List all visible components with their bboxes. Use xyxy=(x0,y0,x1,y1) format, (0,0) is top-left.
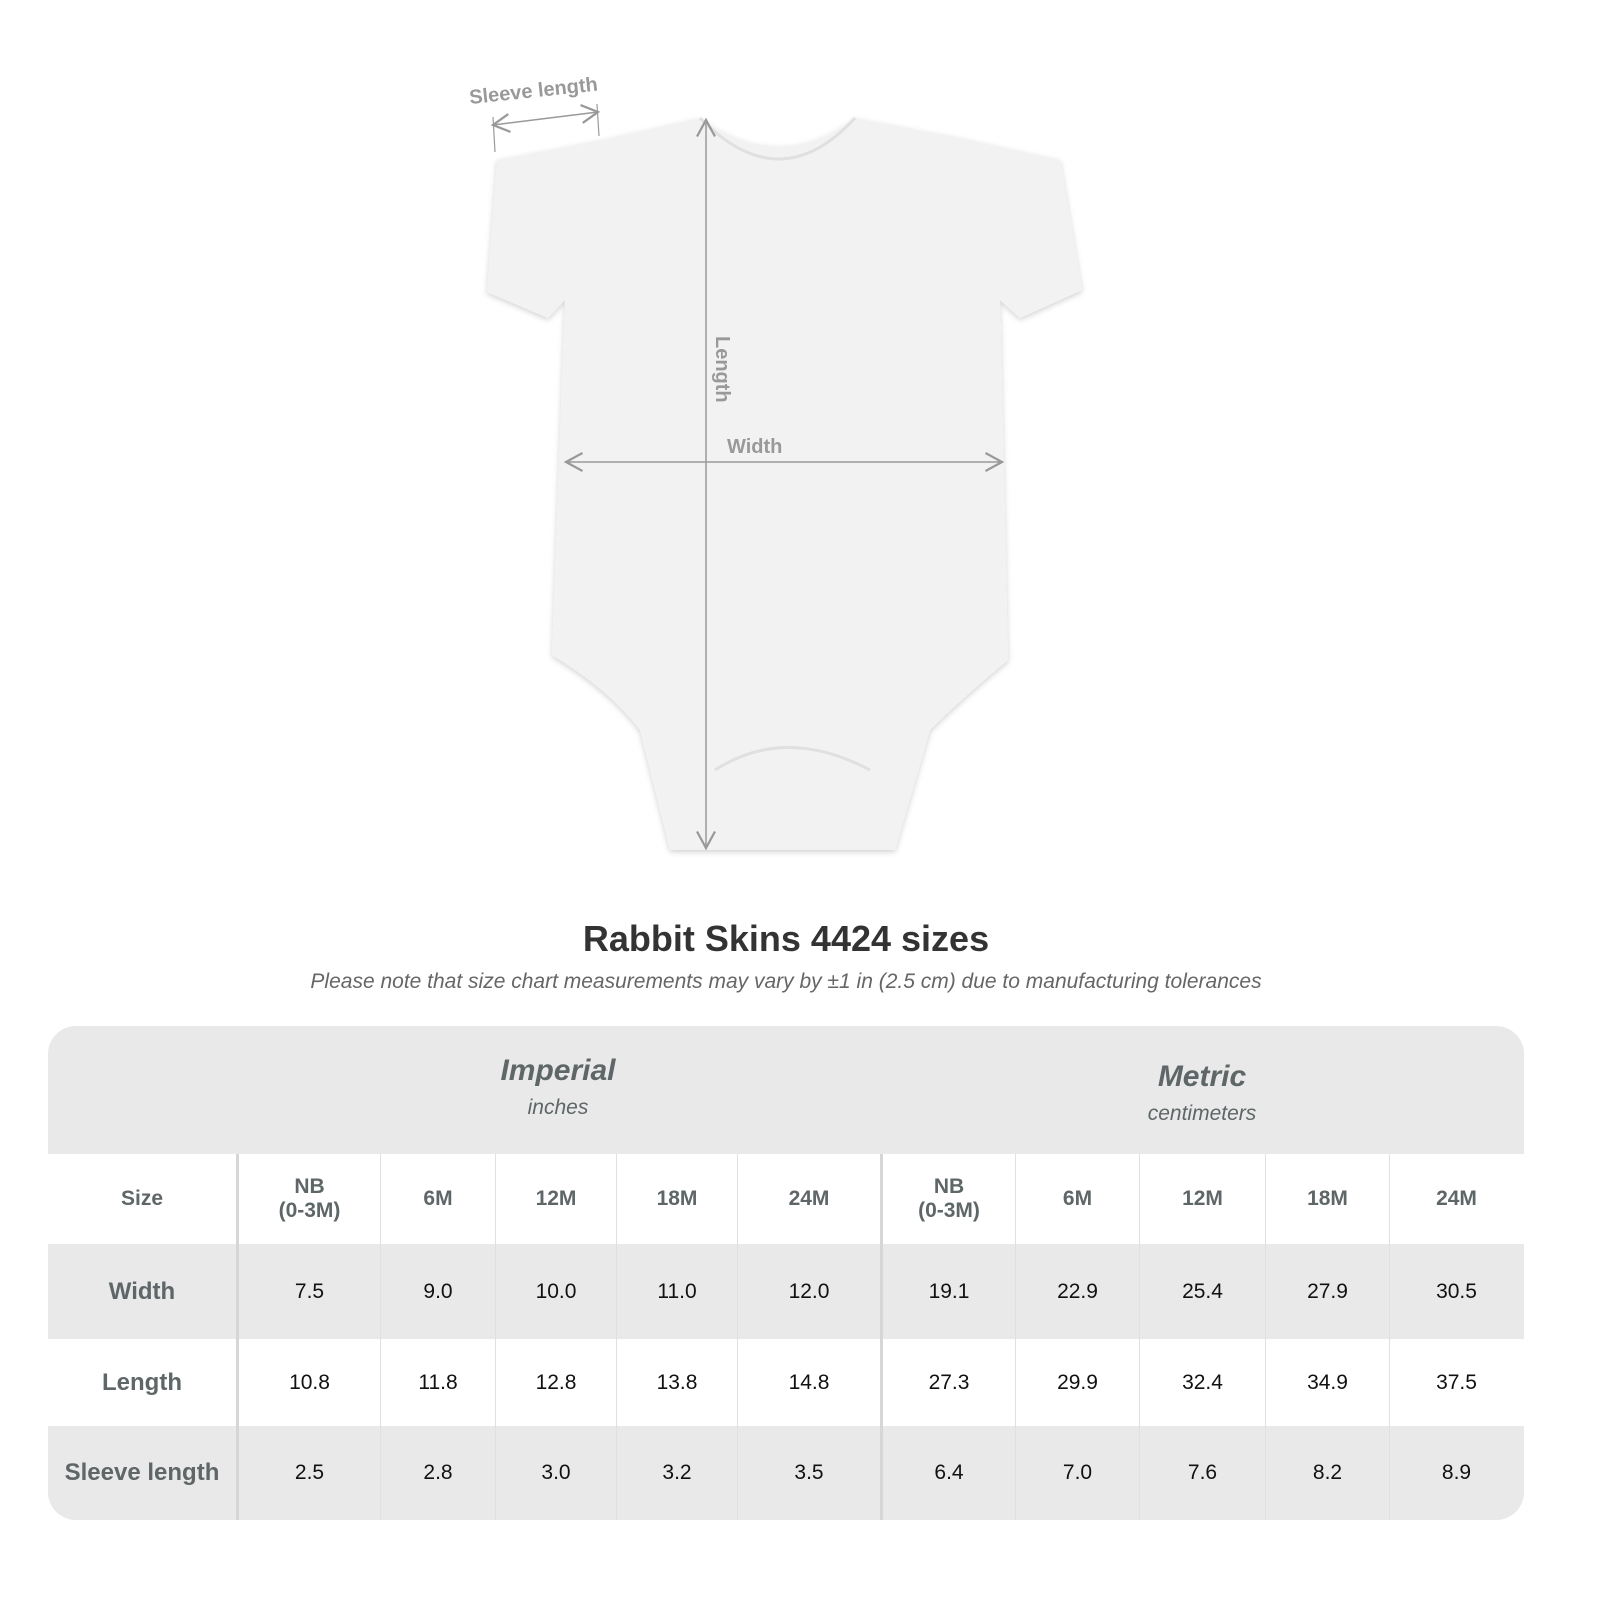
metric-size-header: 24M xyxy=(1389,1154,1523,1244)
metric-value-cell: 34.9 xyxy=(1265,1339,1389,1426)
metric-size-header: NB (0-3M) xyxy=(880,1154,1015,1244)
imperial-value-cell: 14.8 xyxy=(737,1339,880,1426)
metric-value-cell: 8.2 xyxy=(1265,1426,1389,1520)
page-title: Rabbit Skins 4424 sizes xyxy=(582,918,990,959)
imperial-value-cell: 13.8 xyxy=(616,1339,737,1426)
metric-header: Metric centimeters xyxy=(880,1032,1524,1160)
imperial-value-cell: 10.0 xyxy=(495,1244,616,1339)
imperial-size-header: 12M xyxy=(495,1154,616,1244)
metric-value-cell: 6.4 xyxy=(880,1426,1015,1520)
imperial-value-cell: 3.2 xyxy=(616,1426,737,1520)
row-label: Width xyxy=(108,1277,176,1305)
bodysuit-measurement-diagram: Sleeve length Length Width xyxy=(468,74,1082,851)
table-row: Width 7.5 9.0 10.0 11.0 12.0 19.1 22.9 25.4 27.9 3… xyxy=(48,1244,1524,1339)
metric-size-header: 6M xyxy=(1015,1154,1139,1244)
metric-value-cell: 22.9 xyxy=(1015,1244,1139,1339)
imperial-size-header: 18M xyxy=(616,1154,737,1244)
imperial-size-header: NB (0-3M) xyxy=(236,1154,380,1244)
imperial-value-cell: 2.5 xyxy=(236,1426,380,1520)
metric-value-cell: 7.6 xyxy=(1139,1426,1265,1520)
imperial-value-cell: 11.0 xyxy=(616,1244,737,1339)
imperial-value-cell: 7.5 xyxy=(236,1244,380,1339)
metric-value-cell: 25.4 xyxy=(1139,1244,1265,1339)
imperial-title: Imperial xyxy=(500,1054,616,1087)
sleeve-length-label: Sleeve length xyxy=(468,74,599,109)
size-table: Imperial inches Metric centimeters Size N… xyxy=(48,1026,1524,1520)
metric-value-cell: 27.3 xyxy=(880,1339,1015,1426)
table-row: Sleeve length 2.5 2.8 3.0 3.2 3.5 6.4 7.0 7.6 8.2… xyxy=(48,1426,1524,1520)
metric-value-cell: 30.5 xyxy=(1389,1244,1523,1339)
bodysuit-image xyxy=(487,118,1082,850)
tolerance-note: Please note that size chart measurements… xyxy=(310,970,1262,993)
table-row: Length 10.8 11.8 12.8 13.8 14.8 27.3 29.9 32.4 34… xyxy=(48,1339,1524,1426)
size-header-row: Size NB (0-3M) 6M 12M 18M 24M NB (0-3M) 6M 12M 18… xyxy=(48,1154,1524,1244)
metric-value-cell: 37.5 xyxy=(1389,1339,1523,1426)
length-label: Length xyxy=(711,336,733,403)
imperial-value-cell: 9.0 xyxy=(380,1244,495,1339)
imperial-value-cell: 2.8 xyxy=(380,1426,495,1520)
metric-unit: centimeters xyxy=(1147,1102,1257,1125)
imperial-unit: inches xyxy=(527,1096,589,1119)
imperial-value-cell: 11.8 xyxy=(380,1339,495,1426)
size-column-header: Size xyxy=(120,1187,164,1210)
metric-title: Metric xyxy=(1157,1060,1247,1093)
sleeve-length-arrow xyxy=(490,104,601,133)
metric-size-header: 12M xyxy=(1139,1154,1265,1244)
metric-value-cell: 27.9 xyxy=(1265,1244,1389,1339)
metric-value-cell: 29.9 xyxy=(1015,1339,1139,1426)
imperial-header: Imperial inches xyxy=(236,1026,880,1154)
metric-value-cell: 19.1 xyxy=(880,1244,1015,1339)
imperial-value-cell: 3.0 xyxy=(495,1426,616,1520)
row-label: Length xyxy=(102,1368,182,1396)
imperial-value-cell: 12.0 xyxy=(737,1244,880,1339)
metric-size-header: 18M xyxy=(1265,1154,1389,1244)
imperial-value-cell: 12.8 xyxy=(495,1339,616,1426)
imperial-value-cell: 3.5 xyxy=(737,1426,880,1520)
metric-value-cell: 8.9 xyxy=(1389,1426,1523,1520)
row-label: Sleeve length xyxy=(64,1459,220,1486)
metric-value-cell: 32.4 xyxy=(1139,1339,1265,1426)
imperial-size-header: 24M xyxy=(737,1154,880,1244)
metric-value-cell: 7.0 xyxy=(1015,1426,1139,1520)
imperial-value-cell: 10.8 xyxy=(236,1339,380,1426)
imperial-size-header: 6M xyxy=(380,1154,495,1244)
width-label: Width xyxy=(727,436,782,458)
